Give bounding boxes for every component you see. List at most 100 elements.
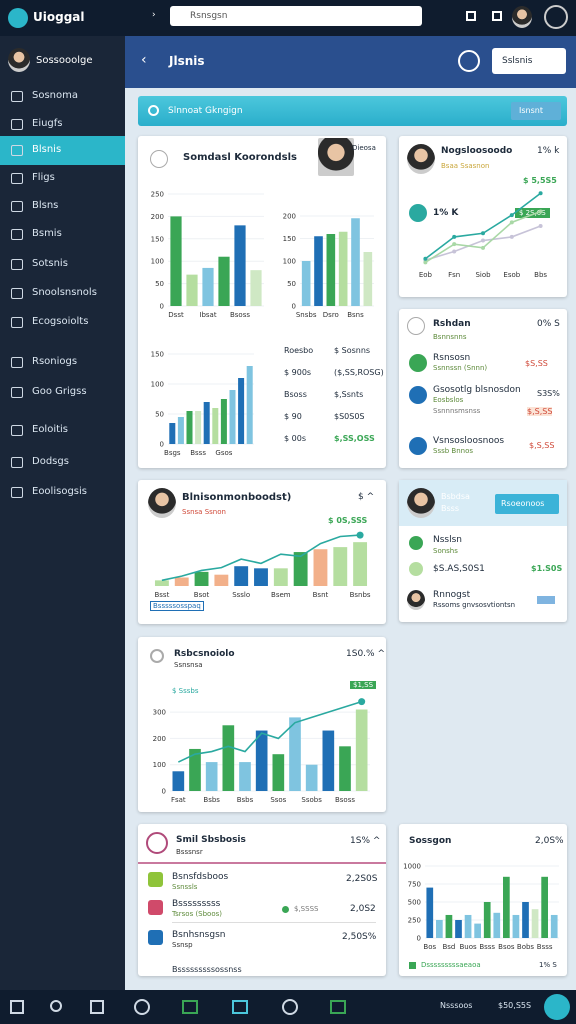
bar	[246, 366, 253, 444]
nav-item[interactable]: Sosnoma	[0, 82, 125, 111]
nav-icon[interactable]	[50, 1000, 62, 1012]
nav-icon[interactable]	[182, 1000, 198, 1014]
x-tick-label: Bsem	[271, 591, 291, 599]
x-tick-label: Dsro	[323, 311, 339, 319]
nav-item[interactable]: Bsmis	[0, 220, 125, 249]
y-tick-label: 50	[287, 280, 296, 288]
bar	[493, 912, 501, 938]
icon[interactable]	[492, 11, 502, 21]
nav-icon[interactable]	[282, 999, 298, 1015]
user-name: Sossooolge	[36, 55, 93, 66]
sidebar: Sossooolge	[0, 36, 125, 990]
nav-item[interactable]: Ecogsoiolts	[0, 308, 125, 337]
x-tick-label: Bbs	[534, 271, 547, 279]
nav-item[interactable]: Eoloitis	[0, 416, 125, 445]
bar	[301, 261, 311, 306]
icon	[407, 317, 425, 335]
legend: $ Sssbs	[172, 687, 199, 695]
item-sub: Ssnnssn (Snnn)	[433, 364, 488, 372]
point	[481, 245, 485, 250]
y-tick-label: 0	[417, 935, 421, 943]
nav-item[interactable]: Eoolisogsis	[0, 478, 125, 507]
nav-item[interactable]: Fligs	[0, 164, 125, 193]
item-name: Gsosotlg blsnosdon	[433, 385, 521, 395]
nav-icon[interactable]	[232, 1000, 248, 1014]
nav-item[interactable]: Goo Grigss	[0, 378, 125, 407]
y-tick-label: 100	[153, 761, 166, 769]
bar	[326, 234, 336, 306]
badge	[537, 596, 555, 604]
fab[interactable]	[544, 994, 570, 1020]
nav-label: Blsnis	[32, 144, 62, 155]
banner-button[interactable]: Isnsnt	[511, 102, 561, 120]
bar	[186, 411, 193, 444]
item-sub: Tsrsos (Sboos)	[172, 910, 223, 918]
x-tick-label: Bsot	[194, 591, 210, 599]
bar	[234, 566, 249, 586]
nav-icon	[11, 317, 23, 328]
bar	[205, 762, 218, 791]
nav-icon[interactable]	[10, 1000, 24, 1014]
nav-item[interactable]: Sotsnis	[0, 250, 125, 279]
item-value: $,S,SS	[529, 441, 555, 450]
item-sub: Rssoms gnvsosvtiontsn	[433, 601, 516, 609]
nav-icon	[11, 387, 23, 398]
nav-item[interactable]: Blsns	[0, 192, 125, 221]
photo	[318, 138, 354, 176]
subtitle: Bsnnsnns	[433, 333, 467, 341]
nav-icon[interactable]	[330, 1000, 346, 1014]
bar	[355, 709, 368, 791]
avatar	[148, 488, 176, 518]
x-tick-label: Bsns	[347, 311, 364, 319]
bar	[177, 417, 184, 444]
icon[interactable]	[458, 50, 480, 72]
bar	[426, 887, 434, 938]
x-tick-label: Bsoss	[230, 311, 250, 319]
nav-item[interactable]: Snoolsnsnols	[0, 279, 125, 308]
dot	[282, 906, 289, 913]
nav-item[interactable]: Eiugfs	[0, 110, 125, 139]
bar	[322, 730, 335, 791]
bar	[273, 568, 288, 586]
nav-label: Eoolisogsis	[32, 486, 87, 497]
bar	[169, 423, 176, 444]
icon	[409, 562, 423, 576]
bar	[531, 909, 539, 938]
x-tick-label: Bsss	[190, 449, 206, 457]
chart: 0 50 100 150 Bsgs Bsss Gsos	[151, 351, 254, 457]
item-name: Bsnhsnsgsn	[172, 930, 226, 940]
nav-item[interactable]: Rsoniogs	[0, 348, 125, 377]
nav-icon[interactable]	[90, 1000, 104, 1014]
item-value: $,S,SS	[527, 407, 553, 416]
card-button[interactable]: Rsoeonoos	[495, 494, 559, 514]
y-tick-label: 0	[292, 303, 296, 311]
x-tick-label: Bobs	[517, 943, 535, 951]
nav-item[interactable]: Dodsgs	[0, 448, 125, 477]
header-button[interactable]: Sslsnis	[492, 48, 566, 74]
nav-label: Dodsgs	[32, 456, 69, 467]
icon[interactable]	[466, 11, 476, 21]
card-title: Smil Sbsbosis	[176, 835, 246, 845]
avatar[interactable]	[512, 6, 532, 28]
item-name: Bsssssssss	[172, 899, 221, 909]
y-tick-label: 250	[151, 191, 164, 199]
nav-item[interactable]: Blsnis	[0, 136, 125, 165]
back[interactable]: ‹	[141, 52, 147, 68]
card-value: 1S0.% ^	[346, 649, 385, 659]
bar	[189, 748, 201, 791]
avatar	[8, 48, 30, 72]
list-label: Roesbo	[284, 346, 314, 355]
card: Bsbdsa Bsss Rsoeonoos Nsslsn Sonshs $S.A…	[399, 480, 567, 622]
item-name: $S.AS,S0S1	[433, 564, 485, 574]
bar	[474, 923, 481, 938]
nav-icon	[11, 119, 23, 130]
nav-icon[interactable]	[134, 999, 150, 1015]
y-tick-label: 250	[408, 917, 421, 925]
list-label: $ 90	[284, 412, 302, 421]
bar	[464, 914, 472, 938]
search-box[interactable]: Rsnsgsn	[170, 6, 422, 26]
settings[interactable]	[544, 5, 568, 29]
badge: $ 0S,SSS	[328, 516, 368, 525]
banner: Slnnoat Gkngign Isnsnt	[138, 96, 567, 126]
icon	[409, 536, 423, 550]
